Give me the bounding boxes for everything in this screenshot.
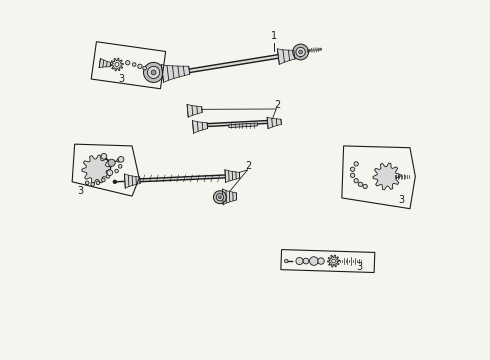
Circle shape — [91, 183, 95, 186]
Circle shape — [350, 173, 355, 177]
Circle shape — [296, 257, 303, 265]
Circle shape — [299, 50, 302, 54]
Text: 3: 3 — [118, 74, 124, 84]
Polygon shape — [99, 58, 111, 68]
Circle shape — [119, 165, 122, 168]
Polygon shape — [111, 58, 123, 71]
Polygon shape — [187, 104, 202, 117]
Text: 3: 3 — [357, 262, 363, 273]
Circle shape — [138, 64, 142, 68]
Circle shape — [219, 196, 221, 199]
Polygon shape — [225, 170, 240, 183]
Polygon shape — [277, 49, 300, 64]
Circle shape — [143, 66, 147, 70]
Circle shape — [101, 178, 105, 182]
Circle shape — [108, 159, 115, 166]
Polygon shape — [161, 64, 190, 82]
Circle shape — [296, 47, 305, 57]
Polygon shape — [267, 117, 281, 129]
Circle shape — [350, 167, 355, 171]
Circle shape — [107, 170, 113, 176]
Circle shape — [144, 62, 164, 82]
Circle shape — [132, 63, 136, 66]
Circle shape — [310, 257, 318, 265]
Circle shape — [358, 182, 363, 186]
Polygon shape — [188, 54, 279, 73]
Circle shape — [85, 181, 89, 185]
Circle shape — [214, 191, 226, 204]
Circle shape — [125, 60, 130, 65]
Text: 3: 3 — [77, 186, 83, 195]
Circle shape — [113, 180, 117, 184]
Text: 2: 2 — [245, 161, 252, 171]
Text: 1: 1 — [271, 31, 277, 41]
Circle shape — [117, 158, 121, 162]
Circle shape — [216, 194, 223, 201]
Polygon shape — [193, 121, 208, 133]
Circle shape — [147, 66, 160, 78]
Circle shape — [115, 63, 119, 67]
Circle shape — [115, 169, 119, 173]
Polygon shape — [222, 189, 237, 205]
Circle shape — [101, 153, 107, 159]
Polygon shape — [373, 163, 400, 190]
Polygon shape — [139, 175, 225, 182]
Circle shape — [354, 162, 358, 166]
Circle shape — [151, 70, 156, 75]
Circle shape — [303, 258, 309, 264]
Circle shape — [293, 44, 309, 60]
Circle shape — [106, 175, 110, 178]
Circle shape — [285, 259, 288, 263]
Circle shape — [118, 157, 124, 162]
Polygon shape — [82, 155, 111, 183]
Circle shape — [96, 181, 100, 185]
Circle shape — [354, 179, 358, 183]
Circle shape — [332, 259, 335, 263]
Text: 2: 2 — [274, 100, 280, 110]
Polygon shape — [327, 255, 340, 267]
Text: 3: 3 — [398, 195, 404, 205]
Polygon shape — [124, 174, 140, 188]
Circle shape — [318, 258, 324, 264]
Polygon shape — [229, 123, 258, 128]
Polygon shape — [206, 121, 269, 127]
Circle shape — [363, 184, 368, 189]
